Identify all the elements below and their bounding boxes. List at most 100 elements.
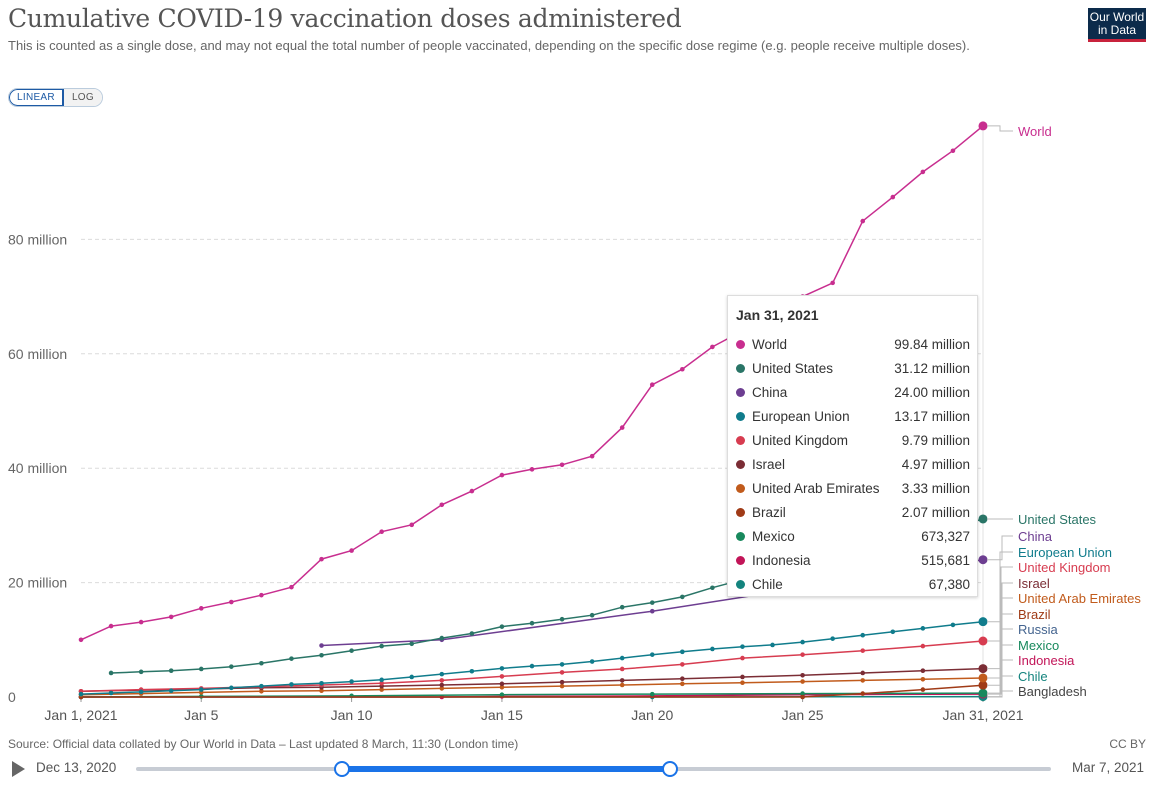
tooltip-row: United Arab Emirates 3.33 million: [736, 476, 970, 500]
data-point: [978, 514, 988, 524]
data-point: [138, 669, 144, 675]
license-link[interactable]: CC BY: [1109, 737, 1146, 751]
data-point: [680, 662, 685, 667]
series-end-label: Bangladesh: [1018, 684, 1087, 699]
series-end-label: World: [1018, 124, 1052, 139]
data-point: [920, 687, 926, 692]
chart-subtitle: This is counted as a single dose, and ma…: [8, 38, 970, 53]
tooltip-series-value: 24.00 million: [894, 384, 970, 400]
timeline-start-handle[interactable]: [334, 761, 350, 777]
data-point: [499, 684, 505, 690]
data-point: [319, 688, 324, 694]
data-point: [559, 662, 565, 667]
owid-logo[interactable]: Our World in Data: [1088, 8, 1146, 42]
play-icon[interactable]: [12, 761, 25, 777]
data-point: [619, 655, 625, 661]
data-point: [349, 548, 354, 553]
data-point: [319, 680, 324, 686]
data-point: [589, 612, 595, 618]
series-end-label: Brazil: [1018, 607, 1051, 622]
timeline: Dec 13, 2020 Mar 7, 2021: [0, 756, 1154, 784]
data-point: [800, 691, 805, 696]
data-point: [259, 688, 264, 694]
y-tick-label: 20 million: [8, 575, 67, 591]
x-tick-label: Jan 10: [331, 707, 373, 723]
data-point: [439, 502, 445, 508]
data-point: [740, 644, 745, 649]
data-point: [800, 672, 805, 678]
tooltip-series-name: United Arab Emirates: [752, 480, 880, 496]
tooltip-rows: World 99.84 million United States 31.12 mil…: [736, 332, 970, 596]
data-point: [529, 620, 535, 626]
data-point: [680, 366, 685, 372]
source-note: Source: Official data collated by Our Wo…: [8, 737, 519, 751]
tooltip-series-dot: [736, 387, 745, 397]
data-point: [319, 652, 324, 658]
data-point: [499, 624, 505, 629]
data-point: [138, 689, 144, 695]
data-point: [830, 280, 835, 286]
logo-line-1: Our World: [1089, 10, 1145, 24]
series-end-label: United Arab Emirates: [1018, 591, 1141, 606]
linear-scale-button[interactable]: LINEAR: [9, 89, 64, 106]
data-point: [469, 631, 475, 636]
line-chart[interactable]: 0 20 million 40 million 60 million 80 millio…: [0, 0, 1154, 735]
data-point: [978, 664, 988, 674]
data-point: [559, 616, 565, 622]
scale-toggle: LINEAR LOG: [8, 88, 103, 107]
data-point: [619, 425, 625, 430]
log-scale-button[interactable]: LOG: [63, 89, 102, 106]
data-point: [499, 472, 505, 478]
data-point: [349, 679, 354, 684]
data-point: [259, 592, 264, 598]
label-leader-line: [987, 659, 1013, 695]
tooltip-series-value: 673,327: [921, 528, 970, 544]
data-point: [168, 668, 174, 673]
data-point: [649, 652, 655, 657]
data-point: [229, 685, 234, 691]
data-point: [198, 666, 204, 672]
data-point: [920, 626, 926, 631]
tooltip-row: United States 31.12 million: [736, 356, 970, 380]
data-point: [740, 655, 745, 661]
tooltip-series-name: United Kingdom: [752, 432, 849, 448]
timeline-selected-range[interactable]: [342, 766, 670, 772]
series-line-united-arab-emirates: [80, 677, 984, 696]
data-point: [409, 674, 415, 680]
data-point: [439, 678, 445, 683]
timeline-start-label: Dec 13, 2020: [36, 760, 117, 775]
x-tick-label: Jan 20: [631, 707, 673, 723]
timeline-end-label: Mar 7, 2021: [1071, 760, 1144, 775]
data-point: [680, 681, 685, 687]
data-point: [860, 691, 866, 696]
data-point: [559, 462, 565, 468]
data-point: [349, 648, 354, 653]
data-point: [499, 666, 505, 671]
tooltip-row: European Union 13.17 million: [736, 404, 970, 428]
data-point: [680, 594, 685, 600]
x-tick-label: Jan 25: [782, 707, 824, 723]
data-point: [920, 668, 926, 673]
timeline-end-handle[interactable]: [662, 761, 678, 777]
x-tick-label: Jan 5: [184, 707, 218, 723]
series-end-label: United Kingdom: [1018, 560, 1111, 575]
series-end-label: China: [1018, 529, 1053, 544]
data-point: [469, 488, 475, 494]
data-point: [860, 218, 866, 224]
series-end-label: Russia: [1018, 622, 1059, 637]
data-point: [740, 680, 745, 685]
tooltip-series-value: 4.97 million: [901, 456, 970, 472]
data-point: [379, 529, 384, 534]
label-leader-line: [987, 690, 1013, 698]
data-point: [289, 584, 294, 590]
data-point: [499, 674, 505, 679]
series-end-label: Mexico: [1018, 638, 1059, 653]
data-point: [800, 679, 805, 684]
data-point: [978, 680, 988, 690]
data-point: [499, 692, 505, 698]
data-point: [108, 670, 114, 676]
y-tick-label: 80 million: [8, 231, 67, 247]
data-point: [950, 148, 956, 154]
data-point: [229, 664, 234, 669]
label-leader-line: [987, 551, 1013, 623]
